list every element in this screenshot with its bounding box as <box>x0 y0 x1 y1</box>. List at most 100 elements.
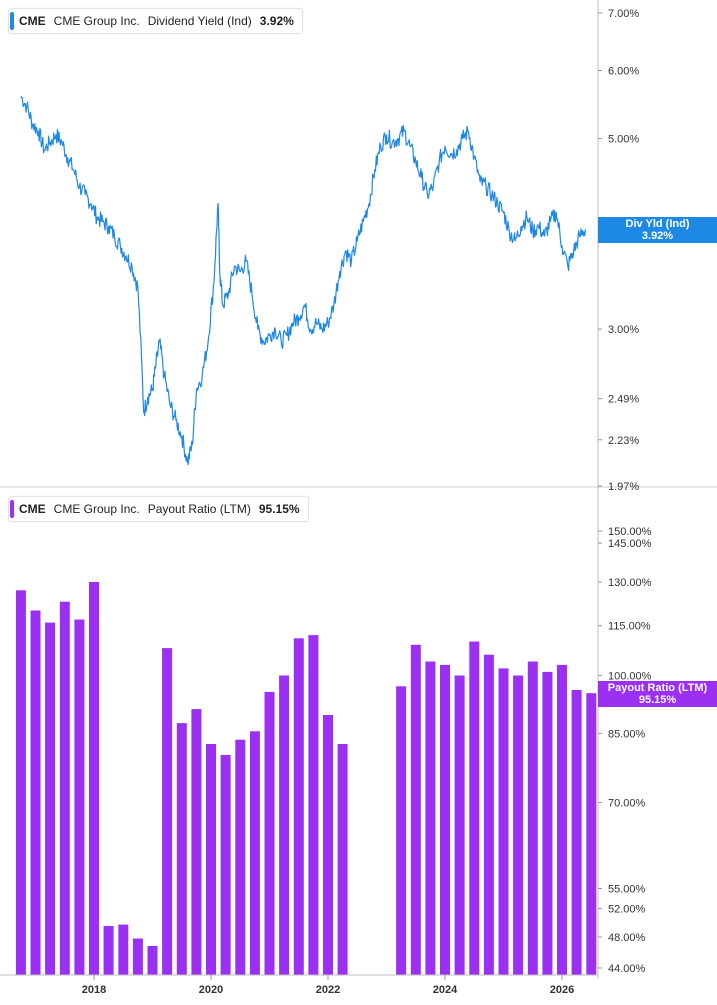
payout-ratio-bar[interactable] <box>557 664 567 975</box>
payout-ratio-bar[interactable] <box>396 686 407 975</box>
x-tick: 2022 <box>316 975 340 996</box>
payout-ratio-bar[interactable] <box>293 638 304 975</box>
y-tick-label: 130.00% <box>608 577 652 589</box>
badge-label: Payout Ratio (LTM) <box>607 682 708 694</box>
y-tick-top: 5.00% <box>598 134 639 146</box>
payout-ratio-bar[interactable] <box>30 610 41 976</box>
y-tick-bottom: 115.00% <box>598 621 651 633</box>
payout-ratio-bar[interactable] <box>15 590 26 975</box>
payout-ratio-bar[interactable] <box>59 601 70 975</box>
y-tick-label: 6.00% <box>608 66 639 78</box>
y-tick-bottom: 100.00% <box>598 670 652 682</box>
payout-ratio-bar[interactable] <box>337 744 348 975</box>
payout-ratio-bar[interactable] <box>235 739 246 975</box>
badge-value: 3.92% <box>641 230 674 242</box>
payout-ratio-bar[interactable] <box>323 715 333 975</box>
y-tick-bottom: 150.00% <box>598 526 652 538</box>
y-tick-label: 7.00% <box>608 8 639 20</box>
x-tick: 2020 <box>199 975 223 996</box>
y-tick-label: 70.00% <box>608 798 646 810</box>
payout-ratio-bar[interactable] <box>571 690 582 975</box>
y-tick-top: 2.23% <box>598 435 639 447</box>
payout-ratio-bar[interactable] <box>454 675 465 976</box>
payout-ratio-bar[interactable] <box>483 654 494 975</box>
payout-ratio-bar[interactable] <box>425 661 436 976</box>
ticker-symbol: CME <box>19 502 46 516</box>
payout-ratio-bar[interactable] <box>279 675 290 976</box>
y-tick-label: 85.00% <box>608 728 646 740</box>
payout-ratio-bar[interactable] <box>586 693 597 975</box>
y-tick-top: 1.97% <box>598 481 639 493</box>
payout-ratio-bar[interactable] <box>118 924 129 975</box>
dividend-yield-price-badge: Div Yld (Ind) 3.92% <box>598 217 717 243</box>
y-tick-bottom: 85.00% <box>598 728 646 740</box>
payout-ratio-bar[interactable] <box>469 641 480 976</box>
metric-name: Payout Ratio (LTM) <box>147 502 251 516</box>
payout-ratio-bar[interactable] <box>513 675 524 976</box>
y-tick-label: 145.00% <box>608 538 652 550</box>
payout-ratio-bar[interactable] <box>191 709 202 975</box>
metric-name: Dividend Yield (Ind) <box>147 14 252 28</box>
series-color-swatch <box>10 12 14 30</box>
payout-ratio-bar[interactable] <box>147 946 158 975</box>
y-tick-label: 115.00% <box>608 621 651 633</box>
payout-ratio-bar[interactable] <box>103 926 114 975</box>
metric-value: 95.15% <box>258 502 300 516</box>
y-tick-top: 2.49% <box>598 394 639 406</box>
badge-label: Div Yld (Ind) <box>625 218 690 230</box>
x-tick-label: 2024 <box>433 984 458 996</box>
payout-ratio-bar[interactable] <box>220 755 231 975</box>
payout-ratio-bar[interactable] <box>89 582 99 975</box>
y-tick-label: 2.49% <box>608 394 639 406</box>
dividend-yield-legend[interactable]: CME CME Group Inc. Dividend Yield (Ind) … <box>8 8 303 34</box>
payout-ratio-plot <box>15 582 597 976</box>
payout-ratio-bar[interactable] <box>249 731 260 975</box>
payout-ratio-legend[interactable]: CME CME Group Inc. Payout Ratio (LTM) 95… <box>8 496 309 522</box>
payout-ratio-bar[interactable] <box>527 661 538 976</box>
metric-value: 3.92% <box>259 14 294 28</box>
payout-ratio-bar[interactable] <box>206 744 216 975</box>
y-tick-label: 100.00% <box>608 670 652 682</box>
ticker-symbol: CME <box>19 14 46 28</box>
badge-value: 95.15% <box>638 694 677 706</box>
series-color-swatch <box>10 500 14 518</box>
y-tick-label: 52.00% <box>608 903 646 915</box>
y-tick-label: 150.00% <box>608 526 652 538</box>
payout-ratio-bar[interactable] <box>308 635 319 975</box>
x-tick-label: 2020 <box>199 984 223 996</box>
payout-ratio-bar[interactable] <box>74 619 85 976</box>
payout-ratio-bar[interactable] <box>542 671 553 975</box>
y-tick-bottom: 44.00% <box>598 963 646 975</box>
payout-ratio-bar[interactable] <box>162 648 173 975</box>
y-tick-label: 1.97% <box>608 481 639 493</box>
y-tick-bottom: 52.00% <box>598 903 646 915</box>
y-tick-top: 3.00% <box>598 324 639 336</box>
y-tick-bottom: 48.00% <box>598 932 646 944</box>
y-tick-bottom: 130.00% <box>598 577 652 589</box>
x-tick-label: 2018 <box>82 984 106 996</box>
y-tick-top: 6.00% <box>598 66 639 78</box>
payout-ratio-bar[interactable] <box>132 938 143 976</box>
y-tick-bottom: 70.00% <box>598 798 646 810</box>
payout-ratio-bar[interactable] <box>264 691 275 975</box>
y-tick-bottom: 55.00% <box>598 883 646 895</box>
payout-ratio-bar[interactable] <box>498 668 509 975</box>
y-tick-top: 7.00% <box>598 8 639 20</box>
y-tick-bottom: 145.00% <box>598 538 652 550</box>
y-tick-label: 5.00% <box>608 134 639 146</box>
x-tick: 2018 <box>82 975 106 996</box>
x-tick: 2024 <box>433 975 458 996</box>
company-name: CME Group Inc. <box>53 14 140 28</box>
y-tick-label: 3.00% <box>608 324 639 336</box>
x-tick: 2026 <box>550 975 574 996</box>
y-tick-label: 44.00% <box>608 963 646 975</box>
payout-ratio-bar[interactable] <box>410 644 421 975</box>
x-tick-label: 2022 <box>316 984 340 996</box>
y-tick-label: 48.00% <box>608 932 646 944</box>
payout-ratio-bar[interactable] <box>176 723 187 975</box>
payout-ratio-bar[interactable] <box>45 622 56 975</box>
payout-ratio-bar[interactable] <box>440 664 450 975</box>
company-name: CME Group Inc. <box>53 502 140 516</box>
